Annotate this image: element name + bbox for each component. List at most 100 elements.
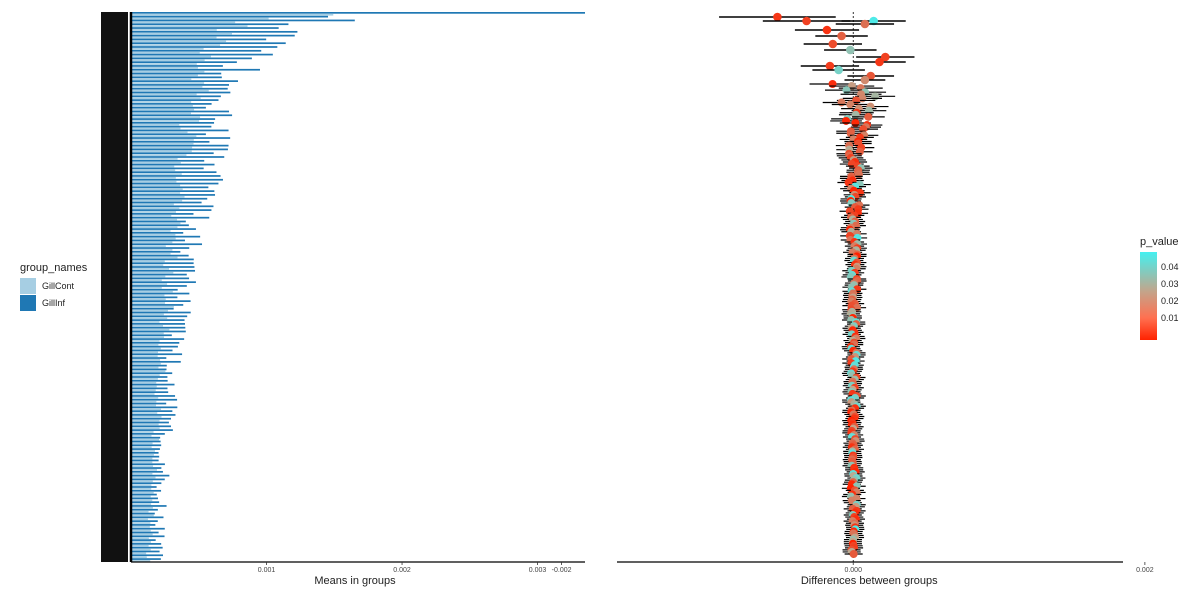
bar-gillinf [131,486,157,488]
bar-gillcont [131,271,174,274]
bar-gillcont [131,560,151,562]
legend-item-gillinf: GillInf [20,295,87,311]
bar-gillcont [131,275,166,278]
bar-gillcont [131,36,217,39]
bar-gillinf [131,508,158,511]
bar-gillinf [131,57,252,60]
bar-gillcont [131,218,178,221]
bar-gillinf [131,122,215,124]
bar-gillcont [131,465,154,467]
bar-gillcont [131,180,177,183]
bar-gillcont [131,139,194,141]
bar-gillinf [131,201,202,204]
bar-gillcont [131,116,201,119]
bar-gillinf [131,425,171,428]
bar-gillcont [131,290,173,293]
bar-gillinf [131,152,214,155]
legend-swatch-gillinf [20,295,36,311]
bar-gillinf [131,49,262,52]
bar-gillinf [131,535,165,538]
data-point [871,92,880,101]
bar-gillcont [131,249,173,251]
bar-gillcont [131,533,153,536]
bar-gillinf [131,68,260,71]
bar-gillcont [131,165,175,168]
bar-gillcont [131,457,153,460]
data-point [849,550,858,558]
colorbar-tick-label: 0.03 [1161,279,1179,289]
bar-gillinf [131,364,167,367]
bar-gillinf [131,417,171,420]
bar-gillcont [131,321,160,323]
data-point [851,118,860,127]
bar-gillcont [131,59,205,62]
bar-gillcont [131,260,165,263]
bar-gillcont [131,131,188,134]
bar-gillinf [131,186,209,189]
bar-gillinf [131,296,178,299]
bar-gillcont [131,195,185,198]
bar-gillinf [131,76,222,79]
bar-gillinf [131,106,206,109]
bar-gillinf [131,148,228,151]
bar-gillcont [131,154,187,156]
means-panel: 0.001 0.002 0.003 Means in groups [101,12,585,587]
bar-gillinf [131,266,195,268]
bar-gillinf [131,190,215,192]
bar-gillcont [131,32,232,35]
bar-gillcont [131,55,211,58]
bar-gillcont [131,199,183,202]
bar-gillinf [131,323,185,325]
bar-gillinf [131,311,191,314]
bar-gillcont [131,298,166,301]
bar-gillinf [131,391,169,394]
bar-gillcont [131,537,149,540]
data-point [837,98,846,107]
bar-gillinf [131,232,184,234]
bar-gillcont [131,507,153,509]
bar-gillinf [131,167,204,170]
bar-gillinf [131,455,160,458]
bar-gillinf [131,489,162,492]
bar-gillcont [131,453,154,456]
bar-gillinf [131,379,168,382]
bar-gillinf [131,269,196,272]
bar-gillcont [131,518,148,521]
data-point [869,16,878,26]
colorbar-tick-label: 0.02 [1161,296,1179,306]
bar-gillcont [131,237,176,240]
bar-gillinf [131,463,165,466]
bar-gillcont [131,476,156,479]
bar-gillinf [131,38,267,41]
bar-gillcont [131,127,181,130]
bar-gillinf [131,87,228,90]
y-tick-labels-band [101,12,128,562]
bar-gillcont [131,74,198,77]
bar-gillinf [131,383,175,386]
bar-gillcont [131,294,165,297]
bar-gillcont [131,525,150,528]
bar-gillinf [131,125,212,128]
bar-gillcont [131,355,158,357]
bar-gillcont [131,514,154,517]
bar-gillcont [131,499,153,502]
x-tick-label: 0.000 [844,567,862,574]
pvalue-legend: p_value 0.04 0.03 0.02 0.01 [1140,236,1179,340]
bar-gillinf [131,15,329,18]
bar-gillcont [131,29,217,31]
bar-gillcont [131,378,158,380]
bar-gillcont [131,442,153,445]
bar-gillcont [131,400,157,403]
bar-gillcont [131,101,192,103]
bar-gillinf [131,239,185,242]
bar-gillcont [131,25,248,27]
x-axis-title: Differences between groups [801,575,938,587]
bar-gillinf [131,285,187,287]
bar-gillcont [131,305,174,308]
bar-gillinf [131,516,164,519]
bar-gillcont [131,347,161,350]
bar-gillcont [131,108,195,111]
bar-gillcont [131,317,168,320]
bar-gillcont [131,419,160,422]
